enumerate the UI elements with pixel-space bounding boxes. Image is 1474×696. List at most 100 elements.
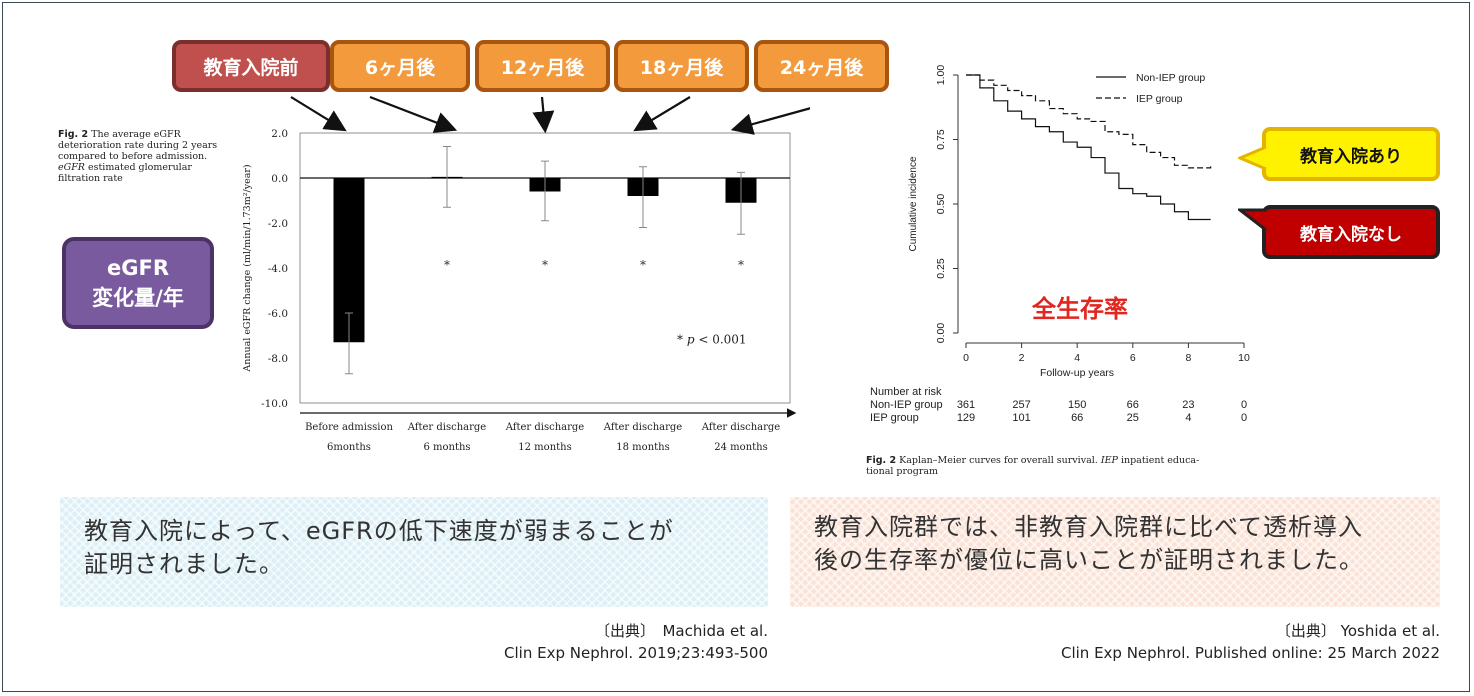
caption-line: The average eGFR	[91, 129, 181, 140]
y-tick-label: 0.00	[935, 323, 947, 344]
p-value-annotation: * p < 0.001	[677, 332, 747, 346]
risk-title: Number at risk	[870, 386, 942, 398]
source-line: 〔出典〕 Yoshida et al.	[1275, 622, 1440, 640]
significance-mark: *	[444, 258, 450, 272]
risk-cell: 0	[1240, 399, 1248, 411]
egfr-label-box: eGFR 変化量/年	[62, 237, 214, 329]
x-tick-label: 24 months	[714, 442, 767, 453]
caption-line: tional program	[866, 466, 939, 477]
x-tick-label: After discharge	[407, 422, 487, 433]
risk-cell: 129	[956, 412, 976, 424]
caption-term: eGFR	[58, 162, 85, 173]
caption-line: deterioration rate during 2 years	[58, 140, 218, 151]
callout-pointer-with	[1238, 145, 1267, 171]
risk-row-label: Non-IEP group	[870, 399, 943, 411]
egfr-label-line2: 変化量/年	[92, 286, 184, 310]
note-survival-finding: 教育入院群では、非教育入院群に比べて透析導入 後の生存率が優位に高いことが証明さ…	[790, 497, 1440, 607]
note-line: 教育入院群では、非教育入院群に比べて透析導入	[814, 513, 1364, 541]
survival-curve	[966, 74, 1212, 169]
caption-line: estimated glomerular	[84, 162, 192, 173]
pointer-arrow	[532, 96, 555, 134]
risk-cell: 23	[1182, 399, 1195, 411]
caption-line: compared to before admission.	[58, 151, 208, 162]
legend-label: IEP group	[1136, 93, 1183, 105]
risk-cell: 150	[1068, 399, 1087, 411]
callout-without-education: 教育入院なし	[1262, 205, 1440, 259]
y-tick-label: 0.25	[935, 258, 947, 279]
caption-line: filtration rate	[58, 173, 123, 184]
significance-mark: *	[640, 258, 646, 272]
x-tick-label: 8	[1185, 352, 1191, 364]
x-tick-label: 0	[963, 352, 969, 364]
pointer-arrow	[369, 95, 458, 133]
x-tick-label: After discharge	[701, 422, 781, 433]
risk-cell: 0	[1240, 412, 1248, 424]
risk-cell: 257	[1012, 399, 1031, 411]
fig-label: Fig. 2	[866, 455, 897, 466]
significance-mark: *	[542, 258, 548, 272]
source-line: Clin Exp Nephrol. Published online: 25 M…	[1060, 644, 1440, 662]
fig-label: Fig. 2	[58, 129, 89, 140]
y-tick-label: -4.0	[268, 263, 288, 275]
risk-cell: 361	[956, 399, 976, 411]
risk-row-label: IEP group	[870, 412, 919, 424]
y-axis-label: Annual eGFR change (ml/min/1.73m²/year)	[242, 164, 253, 372]
x-tick-label: After discharge	[505, 422, 585, 433]
tag-18-months: 18ヶ月後	[614, 40, 749, 92]
tag-before-admission: 教育入院前	[172, 40, 330, 92]
x-tick-label: 4	[1074, 352, 1080, 364]
x-tick-label: After discharge	[603, 422, 683, 433]
egfr-bar-chart: 2.0 0.0 -2.0 -4.0 -6.0 -8.0 -10.0 Annual eGFR c…	[242, 95, 810, 453]
x-tick-label: 6 months	[423, 442, 470, 453]
pointer-arrow	[633, 96, 691, 132]
x-tick-label: 6	[1130, 352, 1136, 364]
x-tick-label: 6months	[327, 442, 371, 453]
y-tick-label: 1.00	[935, 65, 947, 86]
caption-line: Kaplan–Meier curves for overall survival…	[899, 455, 1098, 466]
significance-mark: *	[738, 258, 744, 272]
source-right: 〔出典〕 Yoshida et al. Clin Exp Nephrol. Pu…	[900, 620, 1440, 664]
x-tick-label: 12 months	[518, 442, 571, 453]
note-line: 教育入院によって、eGFRの低下速度が弱まることが	[84, 517, 674, 545]
y-tick-label: -2.0	[268, 218, 288, 230]
source-line: 〔出典〕 Machida et al.	[594, 622, 768, 640]
x-tick-label: 2	[1019, 352, 1025, 364]
note-line: 後の生存率が優位に高いことが証明されました。	[814, 546, 1364, 574]
y-tick-label: 0.50	[935, 194, 947, 215]
y-tick-label: 0.75	[935, 129, 947, 150]
y-tick-label: -10.0	[261, 398, 288, 410]
legend-label: Non-IEP group	[1136, 72, 1205, 84]
tag-24-months: 24ヶ月後	[754, 40, 889, 92]
pointer-arrow	[290, 96, 347, 132]
risk-cell: 25	[1126, 412, 1139, 424]
survival-curve	[966, 74, 1211, 221]
y-axis-label: Cumulative incidence	[908, 156, 919, 251]
x-tick-label: 10	[1238, 352, 1250, 364]
y-tick-label: -6.0	[268, 308, 288, 320]
callout-with-education: 教育入院あり	[1262, 127, 1440, 181]
source-left: 〔出典〕 Machida et al. Clin Exp Nephrol. 20…	[300, 620, 768, 664]
risk-cell: 66	[1126, 399, 1139, 411]
tag-12-months: 12ヶ月後	[475, 40, 610, 92]
y-tick-label: 2.0	[271, 128, 288, 140]
x-axis-label: Follow-up years	[1040, 367, 1114, 379]
x-tick-label: Before admission	[305, 422, 393, 433]
x-tick-label: 18 months	[616, 442, 669, 453]
right-figure-caption: Fig. 2 Kaplan–Meier curves for overall s…	[866, 455, 1286, 477]
pointer-arrow	[730, 107, 810, 135]
note-line: 証明されました。	[84, 550, 284, 578]
egfr-label-line1: eGFR	[107, 256, 169, 280]
risk-cell: 101	[1012, 412, 1031, 424]
risk-cell: 4	[1185, 412, 1192, 424]
left-figure-caption: Fig. 2 The average eGFR deterioration ra…	[58, 129, 238, 184]
overlay-title: 全生存率	[1031, 295, 1128, 323]
kaplan-meier-chart: 0.00 0.25 0.50 0.75 1.00 0 2 4 6 8 10 Follow-up yea…	[908, 65, 1250, 379]
y-tick-label: 0.0	[271, 173, 288, 185]
caption-term: IEP	[1100, 455, 1118, 466]
note-egfr-finding: 教育入院によって、eGFRの低下速度が弱まることが 証明されました。	[60, 497, 768, 607]
callout-pointer-without	[1238, 208, 1267, 232]
caption-line: inpatient educa-	[1117, 455, 1200, 466]
risk-cell: 66	[1071, 412, 1084, 424]
source-line: Clin Exp Nephrol. 2019;23:493-500	[504, 644, 768, 662]
